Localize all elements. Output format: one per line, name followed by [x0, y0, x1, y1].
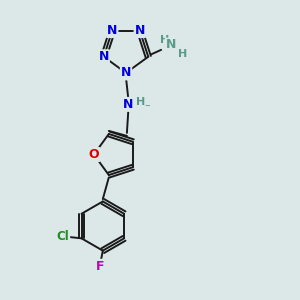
- Text: Cl: Cl: [56, 230, 69, 243]
- Text: N: N: [135, 24, 145, 37]
- Text: O: O: [88, 148, 99, 161]
- Text: H: H: [178, 49, 188, 59]
- Text: N: N: [99, 50, 109, 63]
- Text: N: N: [121, 66, 131, 80]
- Text: F: F: [96, 260, 104, 273]
- Text: N: N: [107, 24, 117, 37]
- Text: H: H: [160, 35, 170, 45]
- Text: N: N: [166, 38, 176, 51]
- Text: H: H: [136, 97, 146, 107]
- Text: N: N: [123, 98, 134, 111]
- Text: –: –: [145, 100, 150, 110]
